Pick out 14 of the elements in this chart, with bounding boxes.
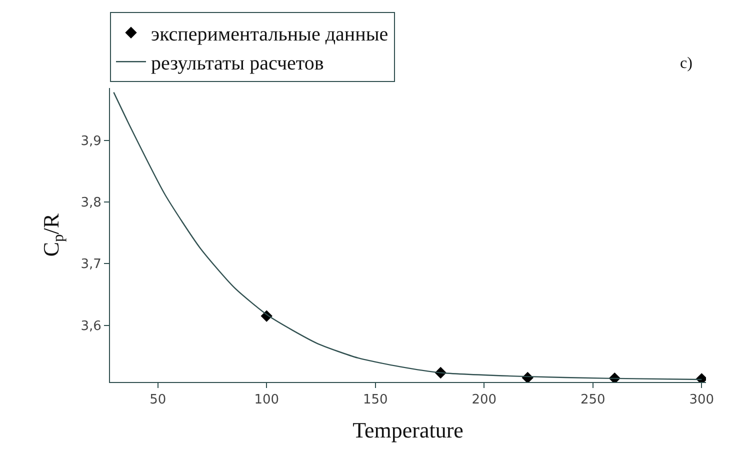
x-tick-label: 150 <box>362 392 388 408</box>
y-tick-label: 3,6 <box>80 318 102 334</box>
y-tick-label: 3,7 <box>80 257 102 272</box>
x-tick-label: 50 <box>150 392 166 408</box>
x-tick-label: 100 <box>254 392 280 408</box>
x-tick-label: 250 <box>580 392 606 408</box>
x-tick-label: 200 <box>472 392 497 408</box>
text: c) <box>680 55 692 72</box>
y-tick-label: 3,9 <box>80 134 102 149</box>
legend-label: экспериментальные данные <box>151 23 388 46</box>
legend-label: результаты расчетов <box>151 52 324 74</box>
y-tick-label: 3,8 <box>80 196 102 211</box>
x-tick-label: 300 <box>689 392 714 408</box>
x-axis-title: Temperature <box>352 418 464 442</box>
